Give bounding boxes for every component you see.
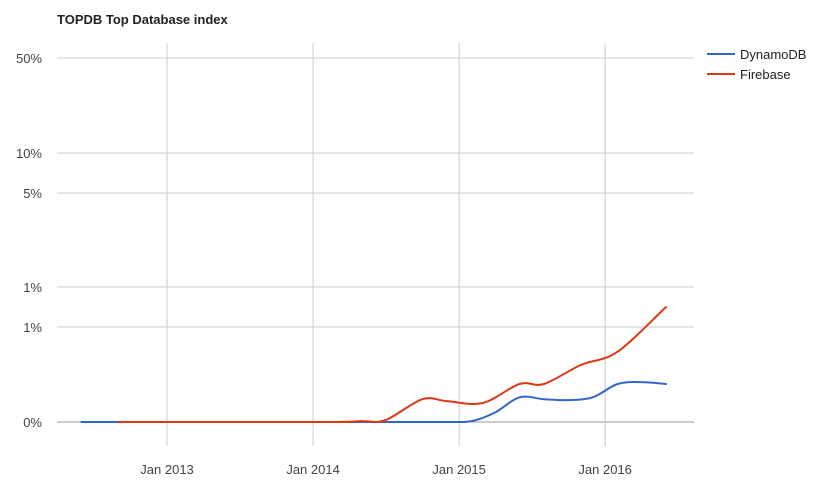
x-tick-label: Jan 2013 [140,462,194,477]
series-line-dynamodb [80,381,667,424]
series-line-firebase [117,306,667,424]
chart-title: TOPDB Top Database index [57,12,228,27]
y-tick-label: 0% [23,415,42,430]
chart-legend: DynamoDB Firebase [707,44,806,84]
legend-item-firebase: Firebase [707,64,806,84]
legend-item-dynamodb: DynamoDB [707,44,806,64]
y-tick-label: 10% [16,146,42,161]
legend-label: Firebase [740,66,791,82]
legend-swatch [707,53,735,55]
x-tick-label: Jan 2015 [432,462,486,477]
x-tick-label: Jan 2014 [286,462,340,477]
legend-swatch [707,73,735,75]
y-tick-label: 1% [23,320,42,335]
y-tick-label: 1% [23,280,42,295]
x-tick-label: Jan 2016 [578,462,632,477]
legend-label: DynamoDB [740,46,807,62]
y-tick-label: 5% [23,186,42,201]
y-tick-label: 50% [16,51,42,66]
